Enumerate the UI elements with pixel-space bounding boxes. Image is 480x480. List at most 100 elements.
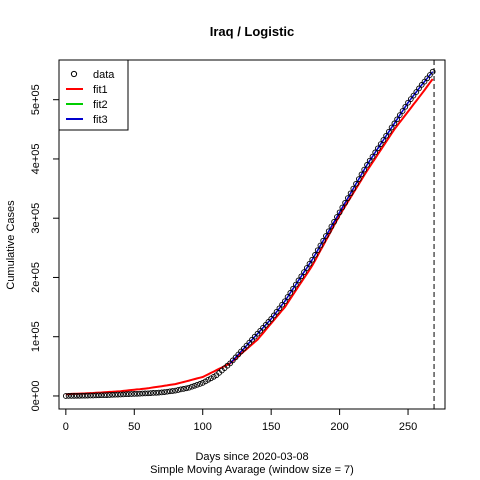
plot-area [62,60,436,409]
data-point [208,375,214,382]
data-point [139,390,146,397]
data-point [399,108,406,114]
data-point [380,137,387,143]
data-point [317,242,324,249]
data-point [65,393,72,399]
data-point [153,389,160,396]
data-point [334,214,340,220]
y-tick-label: 5e+05 [30,84,42,115]
data-point [323,233,329,239]
data-point [156,389,162,396]
x-axis-sublabel: Simple Moving Avarage (window size = 7) [150,464,354,476]
data-point [98,392,105,399]
data-point [123,391,129,398]
data-point [372,149,379,156]
data-point [112,391,118,398]
legend-label-data: data [93,69,115,81]
data-point [303,265,310,271]
data-point [125,391,132,397]
data-point [292,281,299,288]
chart-title: Iraq / Logistic [210,24,295,39]
data-point [93,392,99,399]
data-point [191,382,198,389]
y-tick-label: 2e+05 [30,262,42,293]
data-point [375,145,381,152]
x-tick-label: 50 [128,421,140,433]
data-point [87,392,94,399]
data-point [169,388,176,394]
data-point [320,237,327,244]
x-tick-label: 0 [63,421,69,433]
data-point [314,247,321,254]
data-point [396,112,403,118]
y-axis: 0e+00 1e+05 2e+05 3e+05 4e+05 5e+05 [30,84,60,411]
data-point [325,228,332,235]
data-point [350,185,357,192]
data-point [71,393,77,399]
data-point [95,392,102,399]
data-point [402,103,409,110]
data-point [172,387,179,394]
legend-marker-data [70,70,78,78]
x-tick-label: 100 [194,421,212,433]
data-point [364,162,370,168]
data-point [117,391,124,398]
data-point [282,298,288,305]
data-point [82,392,88,399]
data-point [183,385,190,392]
data-point [290,285,296,292]
data-point [369,153,376,160]
data-point [336,209,343,216]
data-point [418,82,425,88]
data-point [106,392,113,398]
data-point [268,316,275,322]
data-point [355,176,362,182]
data-point [347,190,354,197]
legend-label-fit3: fit3 [93,114,108,126]
data-point [309,256,316,263]
data-point [257,327,264,334]
data-point [68,393,75,399]
data-point [120,391,127,398]
data-point [331,218,337,225]
data-point [145,390,151,397]
y-tick-label: 3e+05 [30,203,42,234]
data-point [158,389,165,396]
data-point [131,391,138,397]
data-point [342,199,348,206]
data-point [287,290,294,296]
legend: data fit1 fit2 fit3 [58,59,129,131]
x-tick-label: 150 [262,421,280,433]
y-tick-label: 1e+05 [30,321,42,352]
data-point [84,392,91,399]
data-point [339,204,346,211]
y-axis-label: Cumulative Cases [5,200,17,290]
data-point [276,305,283,312]
data-point [328,223,335,230]
x-axis-label: Days since 2020-03-08 [195,451,308,463]
data-point [306,260,313,267]
y-tick-label: 4e+05 [30,143,42,174]
data-point [134,390,140,397]
data-point [128,391,135,397]
data-point [76,392,83,399]
legend-label-fit1: fit1 [93,84,108,96]
data-point [413,89,420,95]
data-point [410,92,417,99]
data-point [429,68,436,75]
data-point [188,383,195,390]
data-point [164,388,170,395]
x-tick-label: 200 [330,421,348,433]
data-point [301,269,307,275]
data-point [90,392,97,399]
fit1-line [65,78,434,396]
data-point [104,392,110,398]
data-point [353,180,359,187]
data-point [161,389,168,395]
data-point [295,277,302,284]
data-point [377,141,384,147]
data-point [167,388,173,395]
data-point [405,99,411,106]
data-point [388,124,395,131]
